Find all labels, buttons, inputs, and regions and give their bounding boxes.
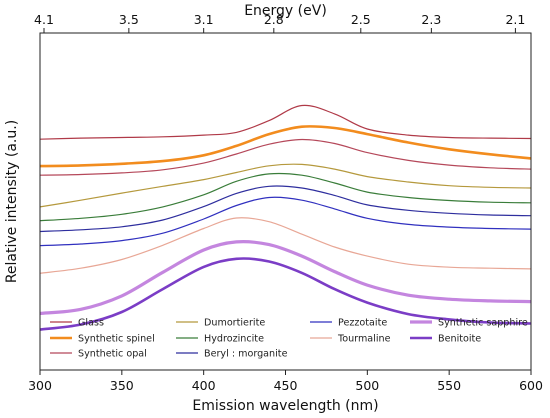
x-tick-label: 350	[110, 378, 134, 393]
x-tick-label: 550	[437, 378, 461, 393]
series-line-6	[39, 196, 532, 247]
top-tick-label: 4.1	[34, 12, 54, 27]
legend-label-0: Glass	[78, 318, 104, 329]
top-tick-label: 2.3	[421, 12, 441, 27]
legend-label-2: Synthetic opal	[78, 349, 147, 360]
legend-label-3: Dumortierite	[204, 318, 265, 329]
series-line-0	[39, 104, 532, 140]
series-line-7	[39, 217, 532, 274]
top-tick-label: 3.1	[194, 12, 214, 27]
legend-label-8: Synthetic sapphire	[438, 318, 528, 329]
series-line-1	[39, 125, 532, 168]
top-tick-label: 2.5	[351, 12, 371, 27]
series-line-2	[39, 138, 532, 176]
x-tick-label: 300	[28, 378, 52, 393]
series-layer	[39, 104, 532, 331]
bottom-axis: 300 350 400 450 500 550 600	[28, 370, 543, 393]
x-tick-label: 450	[274, 378, 298, 393]
legend: Glass Synthetic spinel Synthetic opal Dumor…	[50, 318, 528, 360]
series-line-5	[39, 185, 532, 233]
legend-label-6: Pezzotaite	[338, 318, 387, 329]
legend-label-4: Hydrozincite	[204, 334, 264, 345]
series-line-4	[39, 172, 532, 222]
series-line-8	[39, 240, 532, 315]
legend-label-1: Synthetic spinel	[78, 334, 155, 345]
x-tick-label: 500	[355, 378, 379, 393]
top-tick-label: 2.1	[505, 12, 525, 27]
top-tick-label: 2.8	[264, 12, 284, 27]
series-line-3	[39, 163, 532, 208]
series-line-9	[39, 257, 532, 331]
top-axis: 4.1 3.5 3.1 2.8 2.5 2.3 2.1	[34, 12, 525, 33]
legend-label-7: Tourmaline	[337, 334, 391, 345]
legend-label-9: Benitoite	[438, 334, 481, 345]
y-axis-title: Relative intensity (a.u.)	[4, 120, 20, 283]
top-tick-label: 3.5	[119, 12, 139, 27]
x-tick-label: 600	[519, 378, 543, 393]
x-tick-label: 400	[192, 378, 216, 393]
x-axis-title: Emission wavelength (nm)	[192, 398, 378, 414]
legend-label-5: Beryl : morganite	[204, 349, 288, 360]
top-axis-title: Energy (eV)	[244, 3, 327, 19]
